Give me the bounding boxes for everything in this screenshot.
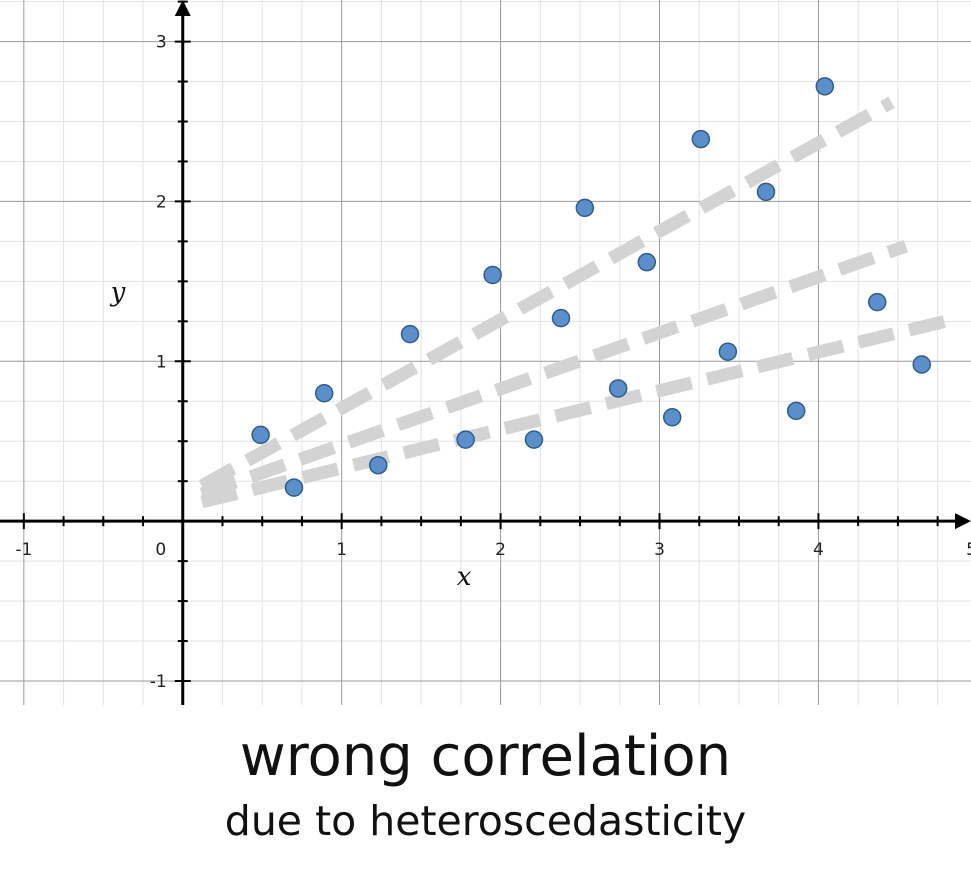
data-point	[251, 425, 270, 445]
trend-line	[198, 96, 895, 492]
data-point	[867, 292, 887, 312]
x-tick-label: 0	[155, 540, 166, 560]
trend-line	[200, 311, 960, 509]
data-point	[456, 430, 475, 449]
axes	[0, 0, 971, 705]
trend-lines	[198, 96, 960, 509]
data-point	[551, 308, 571, 328]
y-tick-label: 2	[156, 192, 167, 212]
x-tick-label: 5	[966, 540, 971, 560]
data-point	[815, 77, 835, 96]
x-tick-label: 3	[654, 540, 665, 560]
y-tick-label: 3	[156, 33, 167, 53]
data-point	[400, 324, 420, 344]
data-point	[912, 355, 931, 374]
scatter-chart: -1 0 1 2 3 4 5 -1 1 2 3 x y	[0, 0, 971, 705]
caption-title: wrong correlation	[239, 724, 732, 789]
x-axis-label: x	[457, 562, 472, 592]
data-point	[368, 455, 388, 475]
x-axis-arrow	[955, 513, 971, 530]
y-tick-label: -1	[150, 672, 167, 692]
y-axis-arrow	[174, 0, 191, 16]
x-tick-label: 2	[495, 540, 506, 560]
x-tick-label: -1	[15, 540, 32, 560]
data-point	[662, 407, 682, 427]
y-axis-label: y	[110, 278, 126, 308]
x-tick-label: 1	[336, 540, 347, 560]
data-point	[786, 401, 806, 421]
data-point	[483, 265, 502, 285]
data-points	[251, 77, 931, 497]
data-point	[314, 384, 334, 403]
data-point	[575, 198, 595, 218]
tick-labels: -1 0 1 2 3 4 5 -1 1 2 3	[15, 33, 971, 692]
data-point	[637, 252, 657, 272]
major-grid	[0, 0, 971, 705]
data-point	[756, 182, 776, 202]
trend-line	[199, 240, 909, 501]
caption-subtitle: due to heteroscedasticity	[224, 797, 747, 845]
axis-ticks	[22, 0, 939, 683]
data-point	[524, 430, 544, 449]
y-tick-label: 1	[156, 352, 167, 372]
data-point	[691, 129, 711, 149]
data-point	[608, 379, 628, 398]
x-tick-label: 4	[813, 540, 824, 560]
data-point	[284, 478, 304, 497]
data-point	[718, 342, 738, 361]
